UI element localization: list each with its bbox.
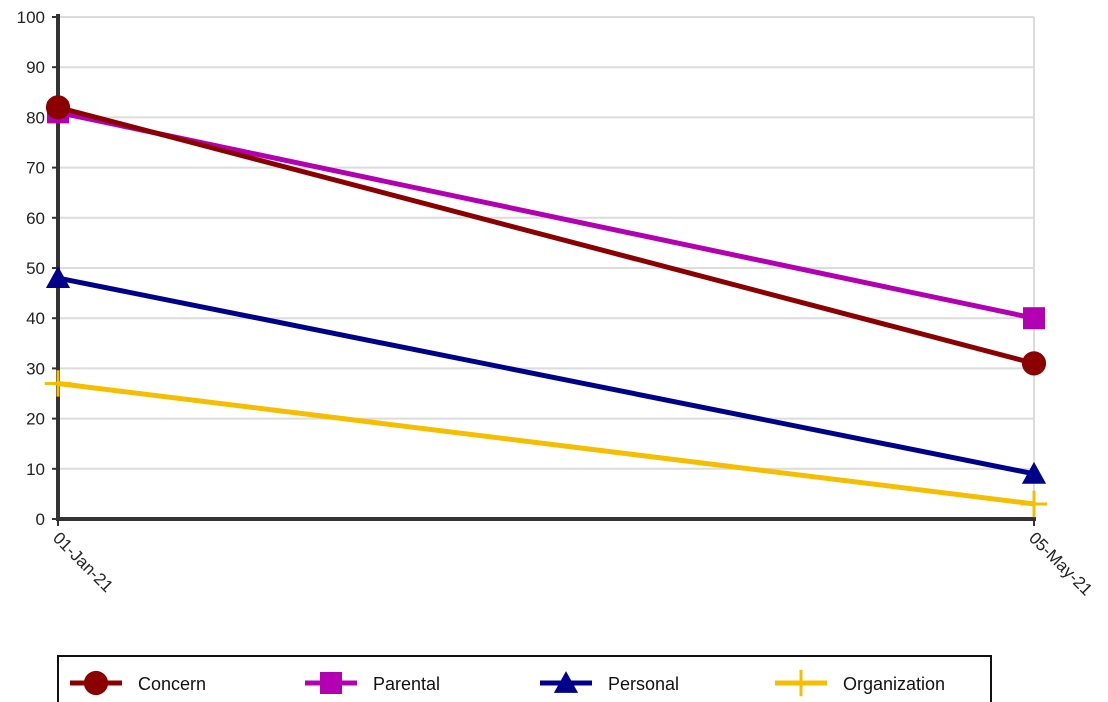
data-point-organization-0 [44, 370, 72, 397]
series-lines [44, 95, 1048, 518]
y-tick-label-0: 0 [36, 510, 45, 529]
y-tick-label-50: 50 [26, 259, 45, 278]
series-line-organization [55, 380, 1037, 507]
legend-marker-concern [83, 670, 109, 696]
data-point-personal-0 [45, 266, 71, 288]
y-tick-label-100: 100 [17, 8, 45, 27]
data-point-concern-0 [45, 95, 71, 120]
y-tick-label-80: 80 [26, 108, 45, 127]
data-point-concern-1 [1021, 351, 1047, 376]
data-point-parental-1 [1023, 307, 1045, 330]
legend-marker-parental [320, 672, 342, 694]
axes [52, 14, 1036, 526]
x-tick-label-1: 05-May-21 [1025, 528, 1096, 599]
y-tick-label-70: 70 [26, 159, 45, 178]
y-tick-label-90: 90 [26, 58, 45, 77]
y-tick-label-20: 20 [26, 410, 45, 429]
legend: Concern Parental Personal Organization [57, 655, 992, 702]
y-tick-label-10: 10 [26, 460, 45, 479]
y-tick-label-40: 40 [26, 309, 45, 328]
series-line-parental [55, 109, 1037, 321]
data-point-personal-1 [1021, 461, 1047, 484]
legend-label-concern: Concern [138, 674, 206, 694]
x-tick-label-0: 01-Jan-21 [49, 528, 117, 596]
y-tick-label-60: 60 [26, 209, 45, 228]
legend-label-parental: Parental [373, 674, 440, 694]
data-point-organization-1 [1020, 490, 1048, 518]
legend-label-personal: Personal [608, 674, 679, 694]
y-tick-label-30: 30 [26, 359, 45, 378]
series-line-concern [55, 104, 1037, 366]
legend-marker-organization [787, 669, 815, 697]
legend-label-organization: Organization [843, 674, 945, 694]
series-line-personal [55, 275, 1037, 477]
legend-box [57, 655, 992, 702]
legend-marker-personal [553, 671, 579, 693]
y-tick-labels: 0 10 20 30 40 50 60 70 80 90 100 [17, 8, 45, 529]
x-tick-labels: 01-Jan-21 05-May-21 [49, 528, 1096, 599]
